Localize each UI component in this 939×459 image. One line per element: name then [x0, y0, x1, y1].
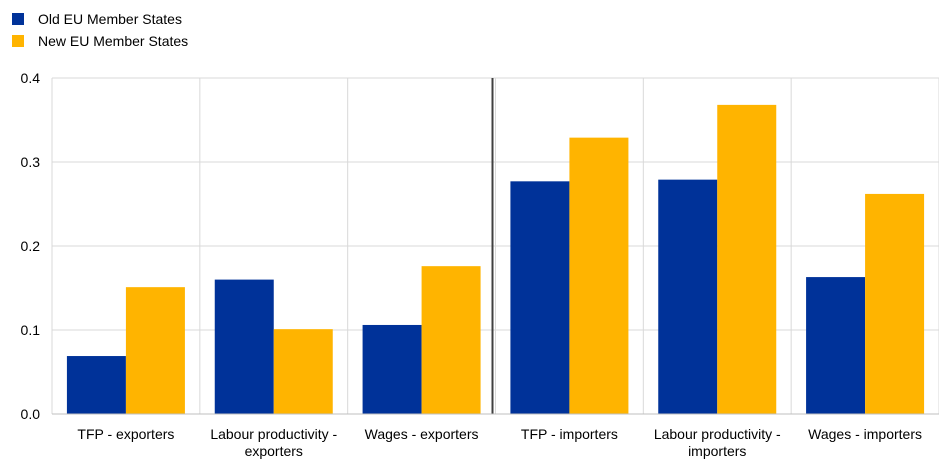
bar-old-4: [658, 179, 718, 414]
x-tick-label-4: Labour productivity -importers: [654, 426, 781, 459]
x-tick-label-5: Wages - importers: [808, 426, 922, 442]
legend-item-old: Old EU Member States: [12, 8, 188, 30]
y-tick-label-3: 0.3: [21, 154, 41, 170]
bar-new-1: [273, 329, 333, 414]
legend-label-new: New EU Member States: [38, 33, 189, 49]
legend: Old EU Member States New EU Member State…: [12, 8, 188, 52]
x-tick-label-0: TFP - exporters: [77, 426, 174, 442]
y-tick-label-2: 0.2: [21, 238, 41, 254]
axes: 0.0 0.1 0.2 0.3 0.4 TFP - exporters Labour pro…: [21, 70, 939, 459]
x-tick-label-3: TFP - importers: [521, 426, 618, 442]
bar-new-4: [717, 104, 777, 414]
bar-new-5: [865, 193, 925, 414]
bar-new-2: [421, 266, 481, 414]
x-tick-label-1: Labour productivity -exporters: [210, 426, 337, 459]
bar-new-3: [569, 137, 629, 414]
bar-old-2: [362, 324, 422, 414]
legend-item-new: New EU Member States: [12, 30, 188, 52]
bar-old-3: [510, 181, 570, 414]
bar-old-1: [214, 279, 274, 414]
gridlines: [51, 77, 939, 415]
y-tick-label-1: 0.1: [21, 322, 41, 338]
y-tick-label-0: 0.0: [21, 406, 41, 422]
bars: [66, 104, 925, 414]
bar-new-0: [125, 287, 185, 414]
y-tick-label-4: 0.4: [21, 70, 41, 86]
legend-swatch-old: [12, 13, 24, 25]
bar-old-5: [806, 277, 866, 414]
bar-old-0: [66, 356, 126, 414]
x-tick-label-2: Wages - exporters: [365, 426, 479, 442]
legend-swatch-new: [12, 35, 24, 47]
legend-label-old: Old EU Member States: [38, 11, 182, 27]
